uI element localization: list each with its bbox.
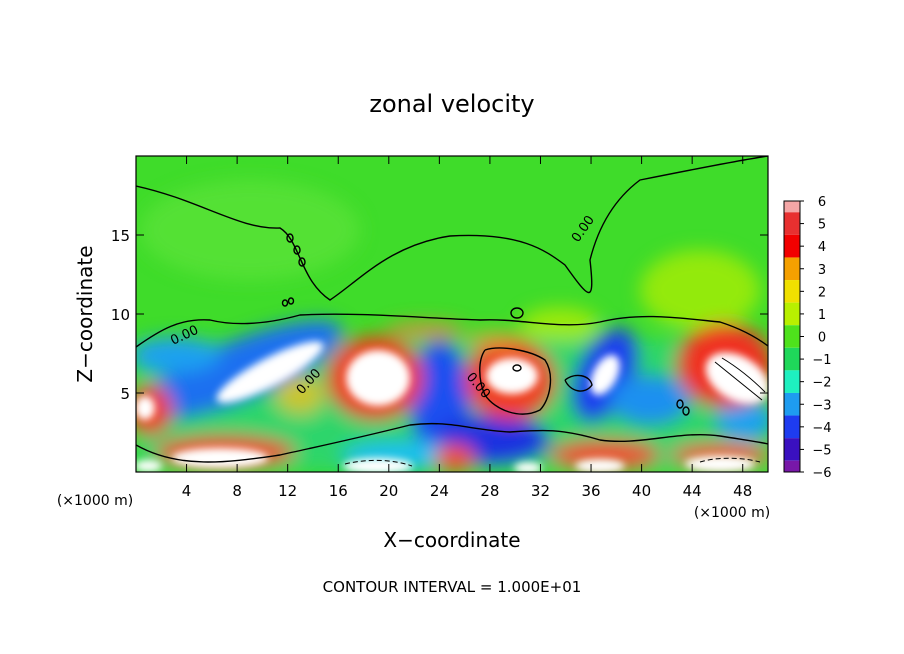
x-axis-label: X−coordinate <box>383 528 520 552</box>
y-tick-label: 10 <box>111 306 130 324</box>
colorbar-swatch <box>784 302 800 326</box>
colorbar-tick-label: 0 <box>818 331 826 346</box>
chart-title: zonal velocity <box>369 90 534 118</box>
colorbar-tick-label: −6 <box>812 466 831 481</box>
colorbar-tick-label: −1 <box>812 353 831 368</box>
colorbar-swatch <box>784 370 800 393</box>
x-tick-label: 4 <box>182 482 192 500</box>
x-tick-label: 48 <box>733 482 752 500</box>
colorbar-tick-label: −5 <box>812 443 831 458</box>
colorbar-tick-label: 4 <box>818 240 826 255</box>
y-axis-label: Z−coordinate <box>73 245 97 382</box>
colorbar-tick-label: 2 <box>818 285 826 300</box>
x-tick-label: 12 <box>278 482 297 500</box>
colorbar-swatch <box>784 460 800 472</box>
y-axis-ticks: 5 10 15 <box>111 227 768 403</box>
colorbar-swatch <box>784 347 800 371</box>
colorbar-tick-label: −3 <box>812 398 831 413</box>
colorbar-tick-label: 5 <box>818 218 826 233</box>
colorbar-tick-label: −2 <box>812 376 831 391</box>
colorbar-swatch <box>784 415 800 439</box>
x-tick-label: 16 <box>329 482 348 500</box>
contour-interval-text: CONTOUR INTERVAL = 1.000E+01 <box>323 578 582 596</box>
colorbar-swatch <box>784 234 800 258</box>
x-tick-label: 32 <box>531 482 550 500</box>
x-tick-label: 20 <box>379 482 398 500</box>
x-axis-unit: (×1000 m) <box>694 505 770 521</box>
colorbar-tick-label: 3 <box>818 263 826 278</box>
colorbar-tick-label: 6 <box>818 195 826 210</box>
y-tick-label: 15 <box>111 227 130 245</box>
heatmap-field <box>136 156 768 472</box>
x-tick-label: 8 <box>232 482 242 500</box>
colorbar-swatch <box>784 438 800 461</box>
colorbar-swatch <box>784 257 800 281</box>
x-tick-label: 24 <box>430 482 449 500</box>
x-axis-ticks: 4 8 12 16 20 24 28 32 36 40 44 48 <box>182 156 752 500</box>
colorbar-tick-label: 1 <box>818 308 826 323</box>
x-tick-label: 36 <box>581 482 600 500</box>
x-tick-label: 44 <box>683 482 702 500</box>
colorbar-swatch <box>784 280 800 303</box>
x-tick-label: 28 <box>480 482 499 500</box>
x-tick-label: 40 <box>632 482 651 500</box>
y-tick-label: 5 <box>120 385 130 403</box>
colorbar-swatch <box>784 392 800 416</box>
colorbar-swatch <box>784 201 800 213</box>
y-axis-unit: (×1000 m) <box>57 493 133 509</box>
colorbar: 6 5 4 3 2 1 0 −1 −2 −3 −4 −5 −6 <box>783 195 832 481</box>
colorbar-swatch <box>784 325 800 348</box>
colorbar-swatch <box>784 212 800 235</box>
colorbar-tick-label: −4 <box>812 421 831 436</box>
